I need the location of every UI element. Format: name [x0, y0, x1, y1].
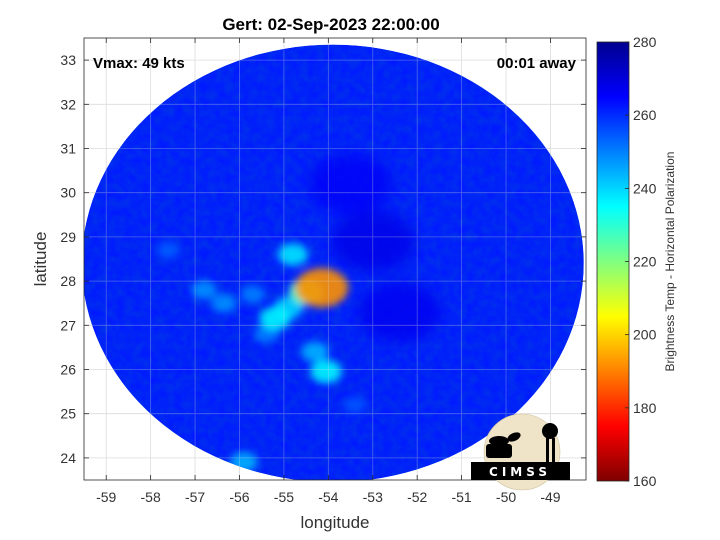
- colorbar-tick-label: 260: [633, 107, 657, 123]
- colorbar-tick-label: 160: [633, 473, 657, 489]
- x-tick-label: -57: [185, 489, 205, 505]
- convective-feature: [191, 280, 217, 300]
- colorbar-tick-label: 200: [633, 327, 657, 343]
- colorbar-label: Brightness Temp - Horizontal Polarizatio…: [663, 152, 677, 372]
- chart-title: Gert: 02-Sep-2023 22:00:00: [222, 15, 439, 34]
- x-tick-label: -58: [141, 489, 161, 505]
- cold-features: [308, 153, 442, 343]
- colorbar-tick-label: 180: [633, 400, 657, 416]
- cold-feature: [308, 153, 393, 214]
- convective-feature: [344, 396, 366, 413]
- plot-frame: [83, 37, 587, 481]
- y-tick-label: 31: [60, 141, 76, 157]
- swath-texture: [84, 44, 584, 480]
- y-tick-label: 29: [60, 229, 76, 245]
- x-tick-label: -54: [318, 489, 338, 505]
- x-axis-label: longitude: [300, 513, 369, 532]
- y-tick-label: 33: [60, 52, 76, 68]
- convective-feature: [211, 293, 237, 313]
- time-away-annotation: 00:01 away: [497, 55, 577, 72]
- x-tick-label: -53: [363, 489, 383, 505]
- colorbar-gradient: [596, 41, 630, 482]
- convective-feature: [157, 241, 180, 259]
- colorbar-tick-label: 240: [633, 180, 657, 196]
- x-tick-label: -59: [96, 489, 116, 505]
- x-ticks: -59 -58 -57 -56 -55 -54 -53 -52 -51 -50 -49: [96, 38, 561, 505]
- x-tick-label: -55: [274, 489, 294, 505]
- convective-feature: [310, 360, 342, 384]
- y-tick-label: 24: [60, 450, 76, 466]
- y-tick-label: 26: [60, 362, 76, 378]
- colorbar-tick-label: 220: [633, 254, 657, 270]
- colorbar-tick-label: 280: [633, 34, 657, 50]
- x-tick-label: -52: [407, 489, 427, 505]
- convective-feature: [240, 285, 265, 304]
- y-axis-label: latitude: [31, 232, 50, 287]
- y-ticks: 24 25 26 27 28 29 30 31 32 33: [60, 52, 586, 466]
- y-tick-label: 28: [60, 273, 76, 289]
- convective-feature: [295, 268, 349, 308]
- logo-text: CIMSS: [489, 465, 551, 479]
- x-tick-label: -56: [229, 489, 249, 505]
- plot-area: -59 -58 -57 -56 -55 -54 -53 -52 -51 -50 -49 24 25 26…: [60, 37, 587, 505]
- cimss-logo: CIMSS: [471, 413, 570, 491]
- convective-features: [157, 241, 366, 473]
- x-tick-label: -50: [496, 489, 516, 505]
- cold-feature: [357, 282, 442, 343]
- convective-feature: [259, 307, 291, 331]
- colorbar-ticks: 160 180 200 220 240 260 280: [625, 34, 657, 489]
- y-tick-label: 32: [60, 96, 76, 112]
- cold-feature: [330, 211, 415, 272]
- brightness-temp-swath: [84, 44, 584, 480]
- colorbar: 160 180 200 220 240 260 280 Brightness Temp - …: [596, 34, 677, 489]
- y-tick-label: 25: [60, 406, 76, 422]
- y-tick-label: 30: [60, 185, 76, 201]
- y-tick-label: 27: [60, 317, 76, 333]
- convective-feature: [301, 341, 329, 362]
- x-tick-label: -49: [540, 489, 560, 505]
- vmax-annotation: Vmax: 49 kts: [93, 55, 185, 72]
- x-tick-label: -51: [451, 489, 471, 505]
- convective-feature: [277, 243, 308, 266]
- grid-overlay: [84, 38, 586, 480]
